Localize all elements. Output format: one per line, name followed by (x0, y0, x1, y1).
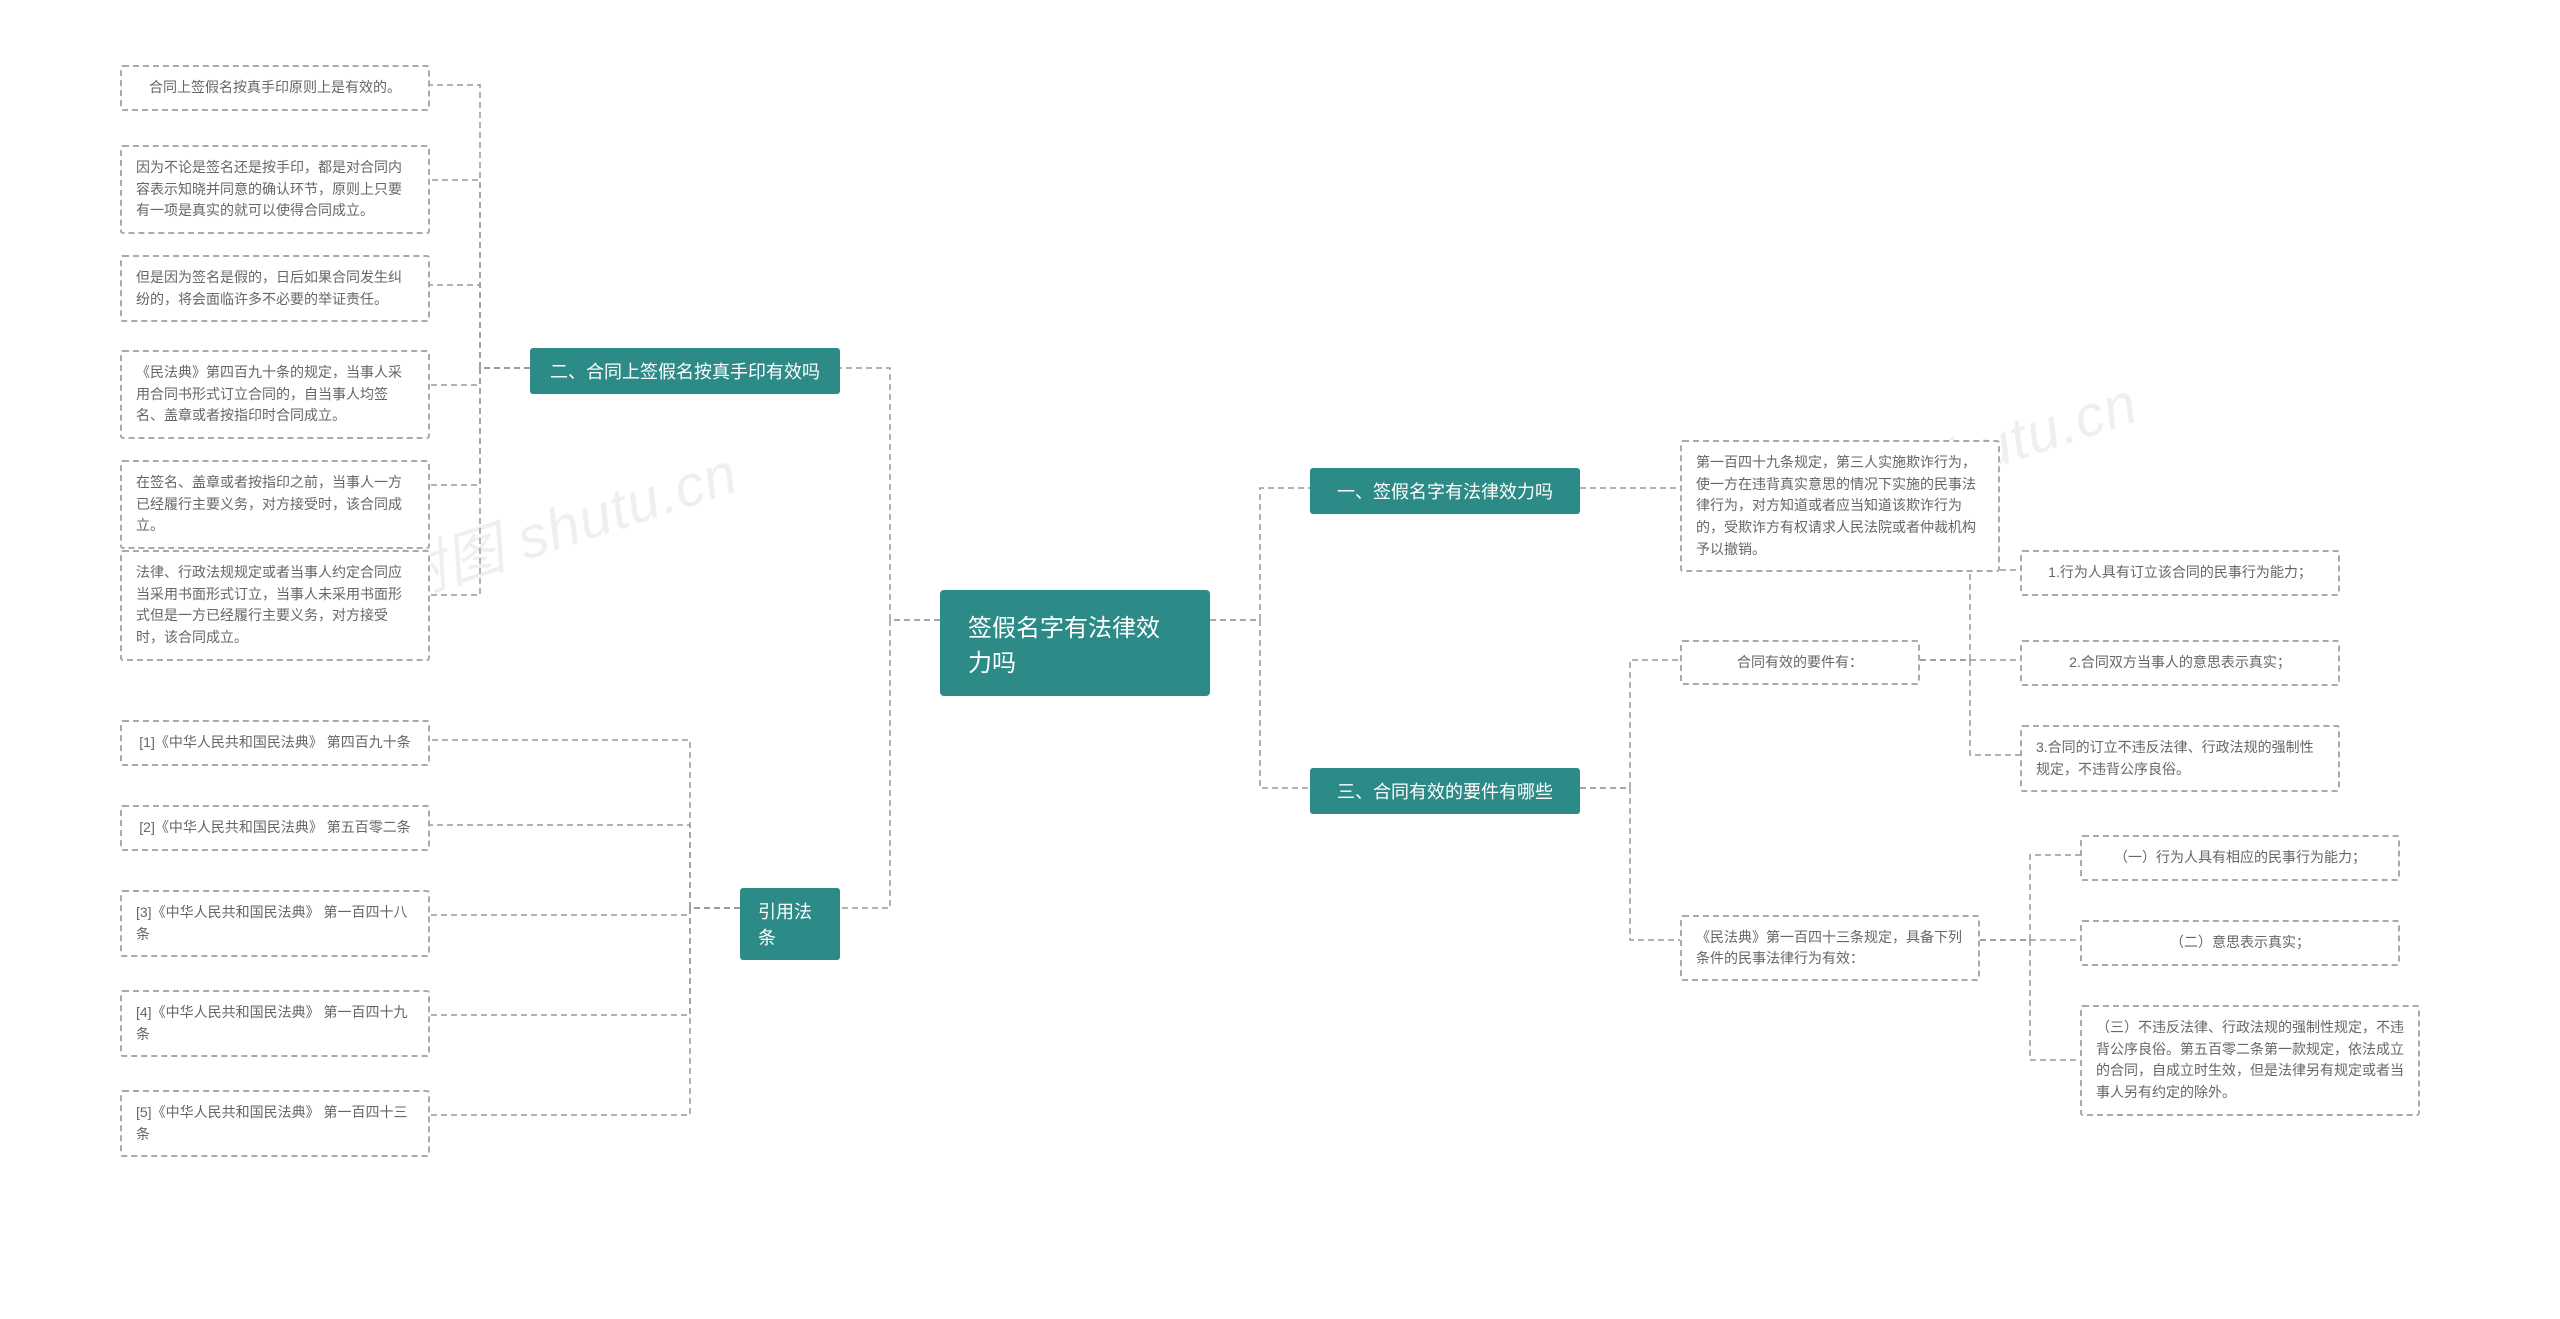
leaf-text: （二）意思表示真实； (2170, 932, 2310, 954)
leaf-text: [3]《中华人民共和国民法典》 第一百四十八条 (136, 902, 414, 945)
branch-1: 一、签假名字有法律效力吗 (1310, 468, 1580, 514)
leaf-b2-4: 《民法典》第四百九十条的规定，当事人采用合同书形式订立合同的，自当事人均签名、盖… (120, 350, 430, 439)
leaf-b3-1-1: 1.行为人具有订立该合同的民事行为能力； (2020, 550, 2340, 596)
leaf-text: 但是因为签名是假的，日后如果合同发生纠纷的，将会面临许多不必要的举证责任。 (136, 267, 414, 310)
leaf-text: 合同上签假名按真手印原则上是有效的。 (149, 77, 401, 99)
leaf-b4-4: [4]《中华人民共和国民法典》 第一百四十九条 (120, 990, 430, 1057)
leaf-text: 第一百四十九条规定，第三人实施欺诈行为，使一方在违背真实意思的情况下实施的民事法… (1696, 452, 1984, 560)
watermark: 树图 shutu.cn (376, 426, 747, 618)
leaf-text: 3.合同的订立不违反法律、行政法规的强制性规定，不违背公序良俗。 (2036, 737, 2324, 780)
leaf-b4-3: [3]《中华人民共和国民法典》 第一百四十八条 (120, 890, 430, 957)
leaf-text: （三）不违反法律、行政法规的强制性规定，不违背公序良俗。第五百零二条第一款规定，… (2096, 1017, 2404, 1104)
leaf-b2-6: 法律、行政法规规定或者当事人约定合同应当采用书面形式订立，当事人未采用书面形式但… (120, 550, 430, 661)
branch-label: 三、合同有效的要件有哪些 (1337, 778, 1553, 804)
branch-4: 引用法条 (740, 888, 840, 960)
leaf-b4-1: [1]《中华人民共和国民法典》 第四百九十条 (120, 720, 430, 766)
root-node: 签假名字有法律效力吗 (940, 590, 1210, 696)
leaf-b2-5: 在签名、盖章或者按指印之前，当事人一方已经履行主要义务，对方接受时，该合同成立。 (120, 460, 430, 549)
branch-label: 一、签假名字有法律效力吗 (1337, 478, 1553, 504)
leaf-b2-3: 但是因为签名是假的，日后如果合同发生纠纷的，将会面临许多不必要的举证责任。 (120, 255, 430, 322)
leaf-text: 因为不论是签名还是按手印，都是对合同内容表示知晓并同意的确认环节，原则上只要有一… (136, 157, 414, 222)
sub-b3-1: 合同有效的要件有： (1680, 640, 1920, 685)
leaf-text: 《民法典》第四百九十条的规定，当事人采用合同书形式订立合同的，自当事人均签名、盖… (136, 362, 414, 427)
branch-label: 二、合同上签假名按真手印有效吗 (550, 358, 820, 384)
sub-b3-2: 《民法典》第一百四十三条规定，具备下列条件的民事法律行为有效： (1680, 915, 1980, 981)
leaf-text: 在签名、盖章或者按指印之前，当事人一方已经履行主要义务，对方接受时，该合同成立。 (136, 472, 414, 537)
leaf-text: [5]《中华人民共和国民法典》 第一百四十三条 (136, 1102, 414, 1145)
leaf-b2-1: 合同上签假名按真手印原则上是有效的。 (120, 65, 430, 111)
leaf-text: 合同有效的要件有： (1737, 652, 1863, 673)
leaf-text: 2.合同双方当事人的意思表示真实； (2069, 652, 2291, 674)
leaf-text: （一）行为人具有相应的民事行为能力； (2114, 847, 2366, 869)
leaf-b3-2-2: （二）意思表示真实； (2080, 920, 2400, 966)
leaf-b2-2: 因为不论是签名还是按手印，都是对合同内容表示知晓并同意的确认环节，原则上只要有一… (120, 145, 430, 234)
leaf-text: [2]《中华人民共和国民法典》 第五百零二条 (139, 817, 410, 839)
leaf-text: [1]《中华人民共和国民法典》 第四百九十条 (139, 732, 410, 754)
leaf-b4-2: [2]《中华人民共和国民法典》 第五百零二条 (120, 805, 430, 851)
branch-3: 三、合同有效的要件有哪些 (1310, 768, 1580, 814)
leaf-text: 《民法典》第一百四十三条规定，具备下列条件的民事法律行为有效： (1696, 927, 1964, 969)
leaf-b3-1-3: 3.合同的订立不违反法律、行政法规的强制性规定，不违背公序良俗。 (2020, 725, 2340, 792)
leaf-b3-2-1: （一）行为人具有相应的民事行为能力； (2080, 835, 2400, 881)
leaf-b3-2-3: （三）不违反法律、行政法规的强制性规定，不违背公序良俗。第五百零二条第一款规定，… (2080, 1005, 2420, 1116)
leaf-b4-5: [5]《中华人民共和国民法典》 第一百四十三条 (120, 1090, 430, 1157)
leaf-text: [4]《中华人民共和国民法典》 第一百四十九条 (136, 1002, 414, 1045)
root-label: 签假名字有法律效力吗 (968, 608, 1182, 678)
mindmap-canvas: 树图 shutu.cn 树图 shutu.cn 签假名字有法律效力吗 一、签假名… (0, 0, 2560, 1319)
branch-2: 二、合同上签假名按真手印有效吗 (530, 348, 840, 394)
branch-label: 引用法条 (758, 898, 822, 950)
leaf-text: 法律、行政法规规定或者当事人约定合同应当采用书面形式订立，当事人未采用书面形式但… (136, 562, 414, 649)
leaf-text: 1.行为人具有订立该合同的民事行为能力； (2048, 562, 2312, 584)
leaf-b3-1-2: 2.合同双方当事人的意思表示真实； (2020, 640, 2340, 686)
leaf-b1-1: 第一百四十九条规定，第三人实施欺诈行为，使一方在违背真实意思的情况下实施的民事法… (1680, 440, 2000, 572)
